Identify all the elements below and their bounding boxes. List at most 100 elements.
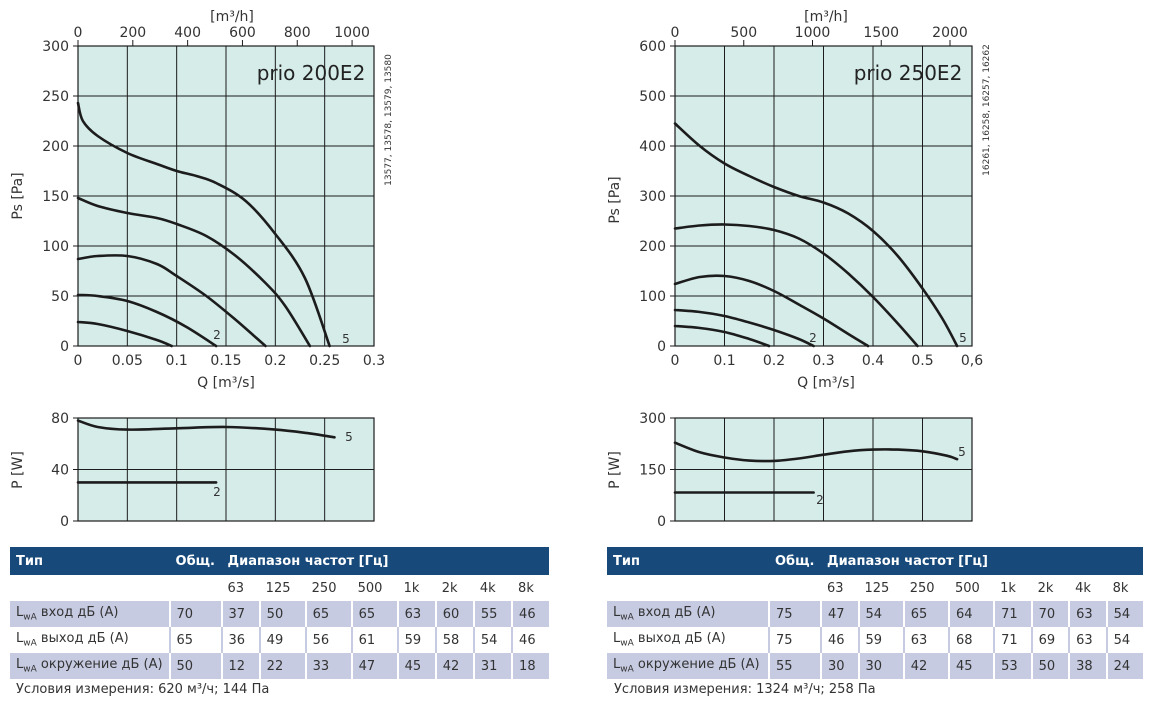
row-value: 55 xyxy=(472,601,513,627)
row-value: 54 xyxy=(857,601,904,627)
y-tick-label: 200 xyxy=(639,239,666,255)
curve-unnamed xyxy=(76,196,312,348)
row-label: LwA окружение дБ (А) xyxy=(607,653,769,679)
freq-header-cell: 2k xyxy=(1031,575,1070,601)
top-tick-label: 1500 xyxy=(863,25,899,41)
curve-unnamed xyxy=(76,320,173,348)
row-value: 53 xyxy=(993,653,1032,679)
row-total: 75 xyxy=(768,627,821,653)
x-tick-label: 0.05 xyxy=(112,353,143,369)
freq-header-cell: 250 xyxy=(903,575,949,601)
row-value: 45 xyxy=(396,653,436,679)
x-tick-label: 0.2 xyxy=(264,353,286,369)
y-tick-label: 0 xyxy=(60,339,69,355)
row-value: 59 xyxy=(857,627,904,653)
row-value: 46 xyxy=(820,627,859,653)
row-value: 63 xyxy=(902,627,949,653)
y-axis-label: Ps [Pa] xyxy=(10,172,26,219)
curve-2 xyxy=(76,293,218,348)
freq-header-cell: 500 xyxy=(948,575,995,601)
row-value: 59 xyxy=(396,627,436,653)
curve-label: 5 xyxy=(959,331,967,345)
top-axis-label: [m³/h] xyxy=(210,9,254,25)
row-value: 30 xyxy=(857,653,904,679)
row-total: 65 xyxy=(168,627,222,653)
row-value: 65 xyxy=(304,601,352,627)
table-head-type: Тип xyxy=(607,547,769,575)
freq-blank xyxy=(169,575,222,601)
row-value: 65 xyxy=(350,601,398,627)
curve-unnamed xyxy=(673,324,771,348)
top-tick-label: 2000 xyxy=(932,25,968,41)
y-tick-label: 0 xyxy=(60,514,69,530)
y-tick-label: 200 xyxy=(42,139,69,155)
row-label: LwA окружение дБ (А) xyxy=(10,653,170,679)
curve-label: 2 xyxy=(213,328,221,342)
freq-header-cell: 63 xyxy=(221,575,260,601)
y-tick-label: 100 xyxy=(639,289,666,305)
curve-label: 5 xyxy=(342,332,350,346)
row-value: 71 xyxy=(993,627,1032,653)
table-row: LwA выход дБ (А) 75 46 59 63 68 71 69 63 54 xyxy=(607,627,1143,653)
y-tick-label: 40 xyxy=(51,463,69,479)
freq-header-cell: 4k xyxy=(473,575,513,601)
row-value: 54 xyxy=(1105,601,1143,627)
y-tick-label: 300 xyxy=(639,189,666,205)
freq-header-cell: 4k xyxy=(1069,575,1107,601)
freq-header-cell: 8k xyxy=(512,575,549,601)
table-head-type: Тип xyxy=(10,547,170,575)
row-value: 49 xyxy=(258,627,306,653)
top-tick-label: 600 xyxy=(229,25,256,41)
freq-header-cell: 1k xyxy=(397,575,436,601)
curve-label: 5 xyxy=(958,445,966,459)
row-value: 42 xyxy=(434,653,474,679)
curve-unnamed xyxy=(673,274,870,348)
row-value: 63 xyxy=(1068,601,1107,627)
model-title: prio 250E2 xyxy=(854,61,963,85)
freq-header-cell: 63 xyxy=(821,575,859,601)
freq-blank xyxy=(769,575,821,601)
table-head-range: Диапазон частот [Гц] xyxy=(821,547,1143,575)
table-head-total: Общ. xyxy=(769,547,821,575)
curve-5 xyxy=(76,101,331,348)
row-value: 65 xyxy=(902,601,949,627)
curve-5 xyxy=(673,441,959,463)
row-value: 54 xyxy=(1105,627,1143,653)
row-value: 12 xyxy=(220,653,260,679)
top-tick-label: 500 xyxy=(730,25,757,41)
freq-header-cell: 8k xyxy=(1106,575,1143,601)
x-tick-label: 0,6 xyxy=(961,353,983,369)
row-value: 45 xyxy=(947,653,995,679)
power-y-axis-label: P [W] xyxy=(607,451,623,489)
y-axis-label: Ps [Pa] xyxy=(607,176,623,223)
top-tick-label: 800 xyxy=(284,25,311,41)
curve-unnamed xyxy=(76,253,267,348)
power-y-axis-label: P [W] xyxy=(10,451,26,489)
curve-label: 2 xyxy=(213,485,221,499)
y-tick-label: 400 xyxy=(639,139,666,155)
row-value: 58 xyxy=(434,627,474,653)
row-value: 71 xyxy=(993,601,1032,627)
curve-unnamed xyxy=(673,223,919,348)
row-value: 70 xyxy=(1030,601,1070,627)
row-value: 54 xyxy=(472,627,513,653)
table-row: LwA окружение дБ (А) 50 12 22 33 47 45 42 31 18 xyxy=(10,653,549,679)
row-label: LwA вход дБ (А) xyxy=(10,601,170,627)
row-value: 68 xyxy=(947,627,995,653)
row-value: 63 xyxy=(396,601,436,627)
y-tick-label: 150 xyxy=(42,189,69,205)
row-value: 47 xyxy=(350,653,398,679)
x-axis-label: Q [m³/s] xyxy=(197,375,255,391)
y-tick-label: 300 xyxy=(639,411,666,427)
row-value: 33 xyxy=(304,653,352,679)
noise-table-prio-200e2: Тип Общ. Диапазон частот [Гц] 63 125 250 50… xyxy=(10,547,549,679)
row-value: 50 xyxy=(1030,653,1070,679)
row-value: 31 xyxy=(472,653,513,679)
row-value: 46 xyxy=(511,627,549,653)
row-value: 37 xyxy=(220,601,260,627)
row-value: 69 xyxy=(1030,627,1070,653)
freq-header-cell: 250 xyxy=(305,575,352,601)
x-tick-label: 0.1 xyxy=(166,353,188,369)
row-value: 36 xyxy=(220,627,260,653)
table-row: LwA выход дБ (А) 65 36 49 56 61 59 58 54 46 xyxy=(10,627,549,653)
